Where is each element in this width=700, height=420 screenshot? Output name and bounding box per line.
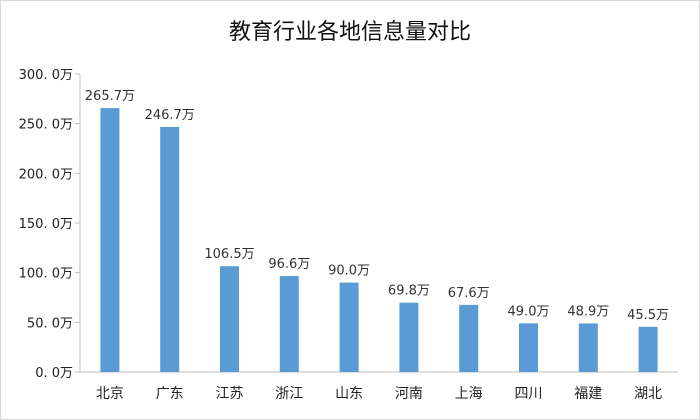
data-label: 96.6万	[268, 257, 310, 272]
bars	[100, 108, 658, 372]
x-tick-label: 四川	[515, 386, 543, 402]
bar	[160, 126, 180, 372]
data-label: 106.5万	[204, 247, 254, 262]
bar	[519, 323, 538, 372]
bar	[459, 304, 479, 372]
bar	[279, 276, 299, 372]
y-tick-label: 0. 0万	[35, 366, 73, 381]
data-label: 246.7万	[145, 108, 195, 123]
bar	[220, 266, 239, 372]
x-tick-label: 河南	[395, 386, 423, 402]
data-label: 90.0万	[328, 264, 370, 279]
data-label: 48.9万	[567, 304, 609, 319]
y-tick-label: 100. 0万	[19, 267, 73, 282]
data-labels: 265.7万 246.7万 106.5万 96.6万 90.0万 69.8万 67.6万 49…	[85, 89, 669, 323]
x-tick-label: 浙江	[275, 386, 303, 402]
bar	[339, 282, 359, 372]
y-tick-label: 250. 0万	[19, 118, 73, 133]
x-tick-label: 广东	[156, 386, 184, 402]
y-tick-label: 150. 0万	[19, 217, 73, 232]
x-tick-labels: 北京 广东 江苏 浙江 山东 河南 上海 四川 福建 湖北	[96, 386, 662, 402]
y-tick-label: 300. 0万	[19, 68, 73, 83]
data-label: 67.6万	[448, 286, 490, 301]
bar	[638, 326, 658, 372]
x-tick-label: 湖北	[634, 386, 662, 402]
bar	[100, 108, 120, 372]
data-label: 69.8万	[388, 284, 430, 299]
y-tick-label: 50. 0万	[27, 316, 73, 331]
x-tick-label: 上海	[455, 386, 483, 402]
x-tick-label: 福建	[574, 386, 602, 402]
x-tick-label: 北京	[96, 386, 124, 402]
y-tick-labels: 0. 0万 50. 0万 100. 0万 150. 0万 200. 0万 250. 0万 3…	[19, 68, 80, 381]
y-tick-label: 200. 0万	[19, 167, 73, 182]
data-label: 49.0万	[508, 304, 550, 319]
data-label: 265.7万	[85, 89, 135, 104]
data-label: 45.5万	[627, 308, 669, 323]
bar	[399, 302, 419, 372]
chart-title: 教育行业各地信息量对比	[228, 20, 471, 45]
x-tick-label: 江苏	[216, 386, 244, 402]
x-tick-label: 山东	[335, 386, 363, 402]
bar	[578, 323, 598, 372]
